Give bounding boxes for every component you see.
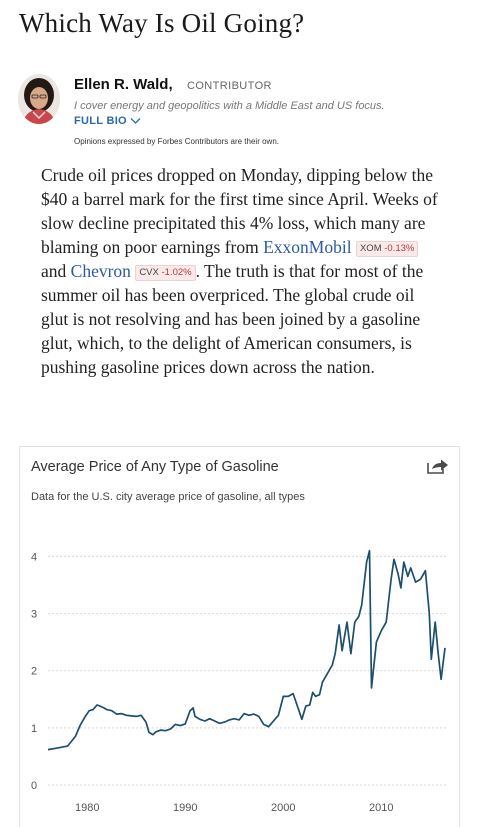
xom-ticker-symbol: XOM <box>359 243 382 254</box>
gasoline-chart-card: 0 1 2 3 4 1980 1990 2000 2010 Average Price of A… <box>19 446 460 827</box>
chevron-link[interactable]: Chevron <box>70 261 131 281</box>
xom-ticker-change: -0.13% <box>384 243 415 254</box>
x-tick-label: 2000 <box>271 802 295 814</box>
article-paragraph: Crude oil prices dropped on Monday, dipp… <box>41 163 441 379</box>
y-tick-label: 4 <box>31 551 37 563</box>
author-avatar[interactable] <box>18 74 60 124</box>
cvx-ticker-badge[interactable]: CVX -1.02% <box>135 265 196 281</box>
chevron-down-icon <box>130 118 141 124</box>
y-tick-label: 0 <box>31 780 37 792</box>
chart-plot: 0 1 2 3 4 1980 1990 2000 2010 <box>31 549 446 814</box>
y-tick-label: 1 <box>31 723 37 735</box>
cvx-ticker-symbol: CVX <box>139 267 159 278</box>
author-bio-text: I cover energy and geopolitics with a Mi… <box>74 100 385 112</box>
article-text-part1: Crude oil prices dropped on Monday, dipp… <box>41 165 438 257</box>
exxonmobil-link[interactable]: ExxonMobil <box>263 237 352 257</box>
chart-title: Average Price of Any Type of Gasoline <box>31 459 279 475</box>
cvx-ticker-change: -1.02% <box>161 267 192 278</box>
x-tick-label: 1990 <box>173 802 197 814</box>
share-arrow-icon[interactable] <box>427 458 449 479</box>
article-text-part2: . The truth is that for most of the summ… <box>41 261 424 377</box>
author-name[interactable]: Ellen R. Wald, <box>74 76 173 93</box>
full-bio-label: FULL BIO <box>74 115 127 127</box>
article-text-and: and <box>41 261 67 281</box>
article-headline: Which Way Is Oil Going? <box>19 8 305 38</box>
gasoline-price-line <box>47 549 446 751</box>
x-tick-label: 1980 <box>75 802 99 814</box>
author-role-label: CONTRIBUTOR <box>187 80 272 92</box>
full-bio-toggle[interactable]: FULL BIO <box>74 115 141 127</box>
chart-subtitle: Data for the U.S. city average price of … <box>31 491 305 503</box>
author-photo-icon <box>18 74 60 124</box>
x-tick-label: 2010 <box>369 802 393 814</box>
y-tick-label: 3 <box>31 609 37 621</box>
y-tick-label: 2 <box>31 666 37 678</box>
contributor-disclaimer: Opinions expressed by Forbes Contributor… <box>74 137 279 146</box>
xom-ticker-badge[interactable]: XOM -0.13% <box>355 241 419 257</box>
